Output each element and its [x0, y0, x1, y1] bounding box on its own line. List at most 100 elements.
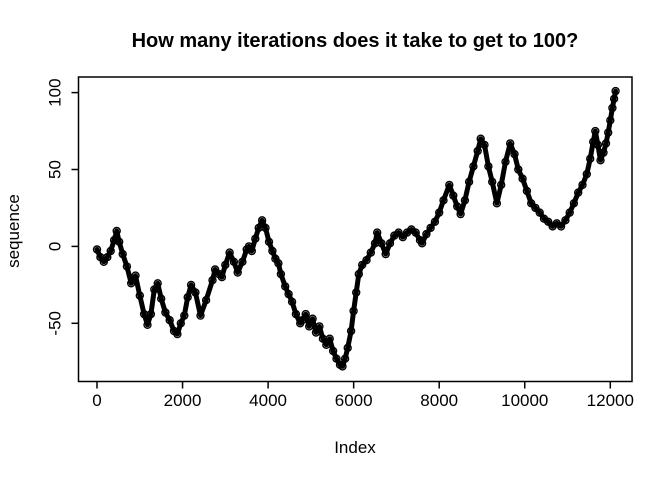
series-point [593, 140, 603, 150]
series-point [308, 314, 317, 323]
series-point [510, 149, 519, 159]
series-point [608, 103, 617, 113]
series-point [445, 180, 454, 190]
series-point [229, 257, 239, 266]
x-tick-label: 0 [92, 391, 101, 410]
series-point [354, 269, 363, 279]
series-point [92, 245, 102, 254]
series-point [453, 202, 462, 211]
series-point [394, 228, 403, 237]
series-point [609, 94, 619, 104]
series-point [109, 235, 119, 245]
series-point [411, 228, 420, 237]
series-point [484, 162, 493, 171]
series-point [221, 260, 230, 270]
series-point [385, 239, 395, 248]
series-point [514, 165, 523, 174]
series-point [251, 234, 260, 243]
series-point [135, 291, 145, 300]
series-point [377, 239, 386, 248]
series-point [186, 280, 196, 290]
series-point [398, 232, 407, 242]
series-point [165, 316, 174, 325]
series-point [531, 203, 540, 213]
series-point [287, 297, 297, 306]
series-point [599, 148, 608, 157]
series-point [358, 260, 367, 270]
series-point [274, 259, 283, 268]
series-point [506, 139, 515, 148]
series-point [161, 308, 170, 317]
series-point [281, 282, 290, 291]
series-point [208, 276, 217, 285]
series-point [544, 217, 553, 227]
series-point [183, 293, 192, 302]
series-point [338, 362, 347, 371]
series-point [574, 188, 583, 197]
series-point [349, 306, 358, 316]
x-tick-label: 12000 [587, 391, 634, 410]
series-point [518, 174, 527, 183]
series-point [373, 228, 382, 237]
series-point [522, 186, 532, 196]
series-point [311, 328, 321, 337]
x-tick-label: 6000 [335, 391, 373, 410]
series-point [291, 309, 301, 319]
series-point [480, 140, 489, 150]
series-point [340, 354, 350, 363]
series-point [257, 216, 267, 225]
series-point [343, 343, 352, 353]
y-tick-label: 50 [45, 160, 64, 179]
series-point [456, 209, 465, 219]
series-point [381, 249, 390, 259]
series-point [301, 309, 310, 319]
series-point [298, 316, 307, 325]
series-point [153, 279, 162, 288]
series-point [586, 154, 595, 163]
series-point [191, 288, 200, 297]
series-point [591, 126, 600, 136]
series-point [417, 239, 427, 248]
series-point [497, 180, 506, 190]
series-point [426, 223, 435, 233]
series-point [173, 329, 182, 339]
series-point [328, 346, 338, 356]
x-tick-label: 4000 [249, 391, 287, 410]
series-point [352, 288, 361, 297]
series-point [268, 246, 277, 256]
y-tick-label: 0 [45, 242, 64, 251]
series-point [143, 320, 152, 329]
x-tick-label: 8000 [420, 391, 458, 410]
series-line [94, 88, 619, 369]
plot-frame [77, 76, 633, 383]
series-point [561, 216, 570, 225]
series-point [180, 311, 189, 320]
series-point [238, 257, 247, 266]
series-point [346, 326, 356, 336]
series-point [596, 156, 605, 165]
series-point [473, 146, 482, 156]
series-point [430, 217, 440, 227]
series-point [469, 162, 478, 171]
y-axis-label: sequence [4, 194, 23, 268]
series-point [276, 269, 286, 279]
series-point [264, 237, 274, 247]
series-point [156, 294, 166, 303]
series-point [131, 271, 140, 280]
y-tick-label: 100 [45, 78, 64, 106]
series-point [556, 222, 566, 231]
series-point [366, 248, 375, 257]
series-point [284, 289, 293, 299]
series-point [247, 246, 257, 256]
series-point [601, 139, 611, 148]
series-point [422, 229, 431, 239]
series-point [201, 296, 211, 305]
series-point [535, 208, 544, 217]
series-point [225, 248, 234, 257]
series-point [118, 249, 127, 259]
series-point [126, 279, 136, 288]
series-point [150, 285, 159, 294]
series-point [176, 319, 186, 328]
series-point [106, 246, 115, 256]
